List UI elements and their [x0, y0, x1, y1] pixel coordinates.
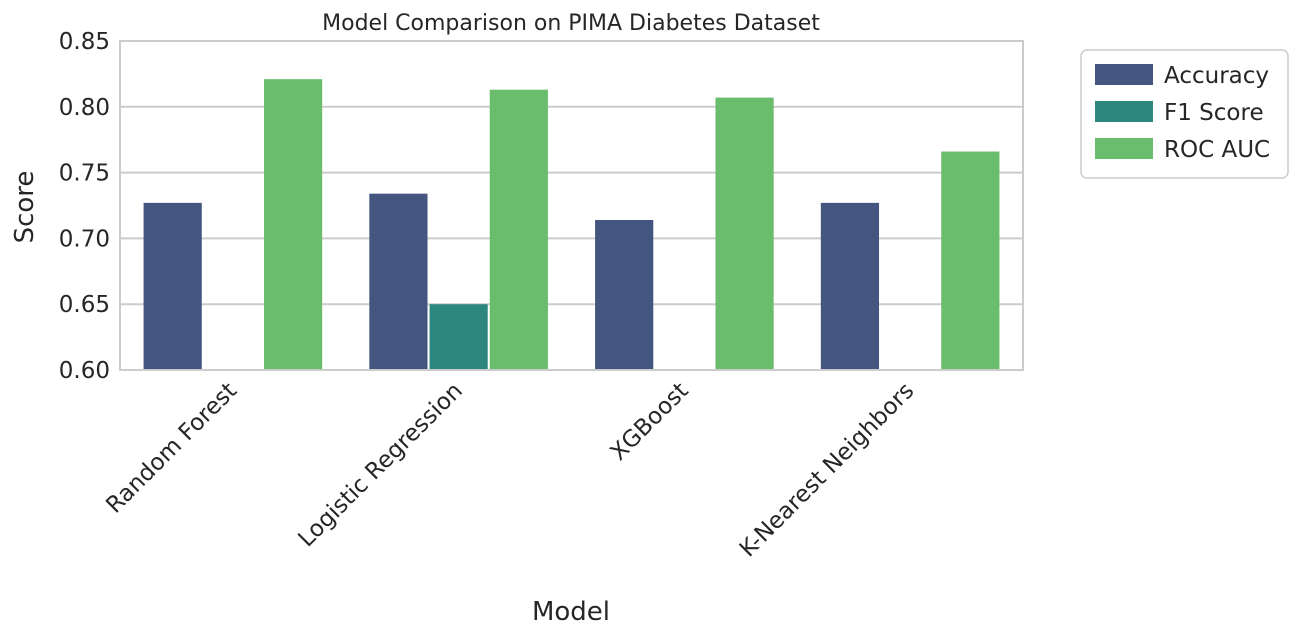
bar [941, 151, 1000, 370]
y-tick-label: 0.80 [59, 95, 110, 121]
legend: Accuracy F1 Score ROC AUC [1080, 49, 1289, 179]
legend-swatch [1095, 101, 1153, 122]
y-axis-label: Score [10, 171, 40, 244]
bar [369, 193, 428, 370]
legend-label: Accuracy [1164, 63, 1269, 89]
y-tick-label: 0.75 [59, 161, 110, 187]
x-tick-label: Random Forest [101, 378, 242, 519]
y-tick-label: 0.65 [59, 292, 110, 318]
x-tick-label: Logistic Regression [293, 378, 467, 552]
bar [143, 202, 202, 370]
plot-frame [119, 40, 1024, 371]
bar-group [143, 79, 1000, 370]
y-axis-ticks: 0.60 0.65 0.70 0.75 0.80 0.85 [59, 29, 110, 384]
x-axis-label: Model [532, 597, 610, 626]
y-tick-label: 0.85 [59, 29, 110, 55]
legend-label: ROC AUC [1164, 137, 1270, 163]
bar [595, 219, 654, 370]
legend-label: F1 Score [1164, 100, 1264, 126]
y-tick-label: 0.70 [59, 226, 110, 252]
x-axis-ticks: Random Forest Logistic Regression XGBoost K… [101, 378, 919, 562]
y-tick-label: 0.60 [59, 358, 110, 384]
legend-swatch [1095, 138, 1153, 159]
x-tick-label: K-Nearest Neighbors [735, 378, 919, 562]
grid-lines [120, 40, 1023, 371]
bar [715, 97, 774, 370]
x-tick-label: XGBoost [606, 378, 694, 466]
bar [820, 202, 880, 370]
bar [429, 304, 488, 370]
legend-swatch [1095, 64, 1153, 85]
bar [489, 89, 548, 370]
chart-title: Model Comparison on PIMA Diabetes Datase… [322, 11, 820, 36]
bar [263, 79, 323, 370]
